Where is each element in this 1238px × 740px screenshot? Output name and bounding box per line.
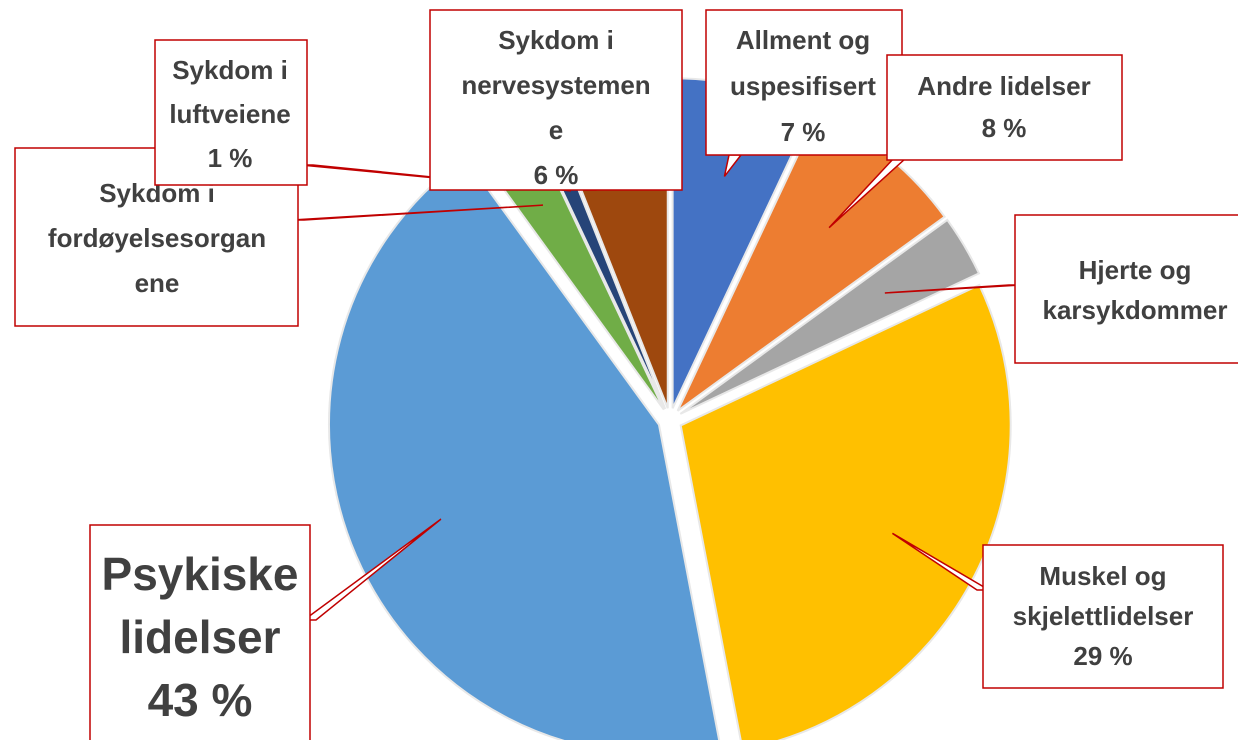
pie-slice [679,218,981,415]
value-label: 1 % [208,143,253,173]
category-label: Allment og uspesifisert [730,25,876,101]
pie-slice [328,156,721,740]
category-label: Andre lidelser [917,71,1090,101]
value-label: 6 % [534,160,579,190]
label-box [89,524,311,740]
label-box [982,544,1224,689]
value-label: 29 % [1073,641,1132,671]
labels: Allment og uspesifisert 7 % Andre lidelser 8… [14,9,1238,740]
category-label: Psykiske lidelser [102,548,299,663]
value-label: 7 % [781,117,826,147]
label-box [886,54,1123,161]
label-box [429,9,683,191]
category-label: Sykdom i luftveiene [169,55,290,129]
label-box [1014,214,1238,364]
category-label: Hjerte og karsykdommer [1043,255,1228,325]
value-label: 8 % [982,113,1027,143]
value-label: 43 % [148,674,253,726]
category-label: Sykdom i nervesystemen e [461,25,650,145]
label-box [154,39,308,186]
category-label: Muskel og skjelettlidelser [1013,561,1194,631]
pie-slice [679,283,1012,740]
